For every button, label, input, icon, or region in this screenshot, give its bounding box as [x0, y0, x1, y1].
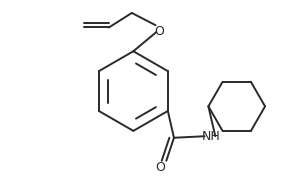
- Text: NH: NH: [202, 130, 221, 143]
- Text: O: O: [155, 161, 165, 174]
- Text: O: O: [154, 25, 164, 38]
